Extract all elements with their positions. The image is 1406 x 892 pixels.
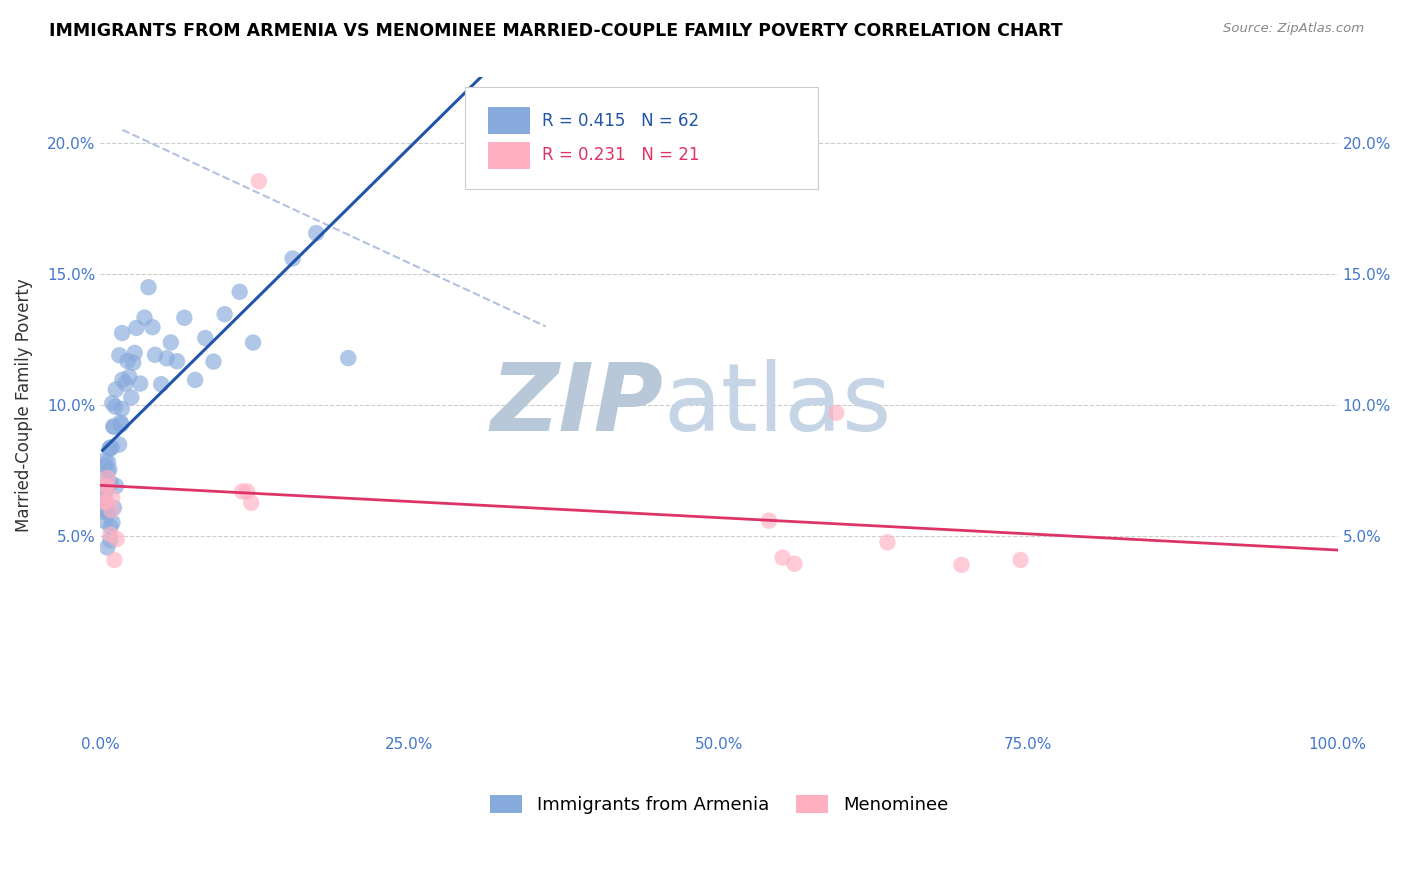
Point	[91, 491, 114, 506]
Point	[194, 331, 217, 345]
Point	[950, 558, 973, 572]
Point	[104, 383, 127, 397]
Point	[108, 437, 131, 451]
Text: R = 0.231   N = 21: R = 0.231 N = 21	[541, 146, 699, 164]
Point	[125, 321, 148, 335]
Point	[101, 396, 124, 410]
Point	[337, 351, 360, 365]
Text: R = 0.415   N = 62: R = 0.415 N = 62	[541, 112, 699, 129]
Point	[98, 442, 121, 456]
Point	[94, 453, 117, 467]
Point	[114, 376, 136, 391]
Point	[166, 354, 188, 368]
Point	[97, 507, 120, 521]
Point	[101, 516, 124, 530]
Point	[772, 550, 794, 565]
Point	[228, 285, 250, 299]
Point	[214, 307, 236, 321]
Point	[100, 527, 122, 541]
Point	[94, 475, 117, 489]
Point	[105, 532, 128, 546]
Point	[141, 320, 163, 334]
Point	[104, 400, 127, 414]
Point	[134, 310, 156, 325]
Text: ZIP: ZIP	[491, 359, 664, 451]
Point	[105, 479, 128, 493]
Point	[184, 373, 207, 387]
Point	[100, 476, 122, 491]
Point	[103, 500, 125, 515]
Point	[94, 458, 117, 473]
Point	[98, 441, 121, 455]
Point	[96, 541, 118, 555]
Point	[111, 401, 134, 416]
Point	[129, 376, 152, 391]
Point	[305, 226, 328, 240]
Point	[758, 514, 780, 528]
Point	[118, 369, 141, 384]
Point	[110, 417, 132, 432]
Y-axis label: Married-Couple Family Poverty: Married-Couple Family Poverty	[15, 278, 32, 532]
Point	[231, 484, 253, 499]
Point	[110, 416, 132, 430]
Point	[143, 348, 166, 362]
Point	[96, 471, 118, 485]
Point	[94, 491, 117, 505]
Point	[96, 479, 118, 493]
Point	[240, 496, 263, 510]
Point	[97, 479, 120, 493]
Point	[202, 354, 225, 368]
Point	[117, 354, 139, 368]
Point	[281, 252, 304, 266]
Point	[783, 557, 806, 571]
Point	[825, 406, 848, 420]
Text: IMMIGRANTS FROM ARMENIA VS MENOMINEE MARRIED-COUPLE FAMILY POVERTY CORRELATION C: IMMIGRANTS FROM ARMENIA VS MENOMINEE MAR…	[49, 22, 1063, 40]
Point	[236, 484, 259, 499]
Point	[93, 502, 115, 516]
Point	[91, 504, 114, 518]
Point	[100, 503, 122, 517]
Point	[120, 391, 142, 405]
Point	[124, 346, 146, 360]
Point	[156, 351, 179, 366]
Point	[96, 464, 118, 478]
Point	[242, 335, 264, 350]
Point	[103, 553, 125, 567]
Point	[111, 326, 134, 340]
Point	[93, 514, 115, 528]
FancyBboxPatch shape	[465, 87, 818, 189]
Point	[98, 462, 121, 476]
Point	[94, 495, 117, 509]
Point	[173, 310, 195, 325]
Point	[94, 480, 117, 494]
Text: atlas: atlas	[664, 359, 891, 451]
Point	[150, 377, 173, 392]
Point	[96, 481, 118, 495]
Point	[111, 373, 134, 387]
Text: Source: ZipAtlas.com: Source: ZipAtlas.com	[1223, 22, 1364, 36]
Point	[138, 280, 160, 294]
FancyBboxPatch shape	[488, 107, 530, 135]
Point	[108, 348, 131, 362]
Legend: Immigrants from Armenia, Menominee: Immigrants from Armenia, Menominee	[482, 788, 956, 822]
Point	[93, 494, 115, 508]
Point	[103, 419, 125, 434]
Point	[98, 533, 121, 548]
Point	[103, 419, 125, 434]
Point	[98, 520, 121, 534]
FancyBboxPatch shape	[488, 142, 530, 169]
Point	[122, 356, 145, 370]
Point	[247, 174, 270, 188]
Point	[159, 335, 181, 350]
Point	[1010, 553, 1032, 567]
Point	[97, 455, 120, 469]
Point	[101, 491, 124, 505]
Point	[100, 441, 122, 455]
Point	[876, 535, 898, 549]
